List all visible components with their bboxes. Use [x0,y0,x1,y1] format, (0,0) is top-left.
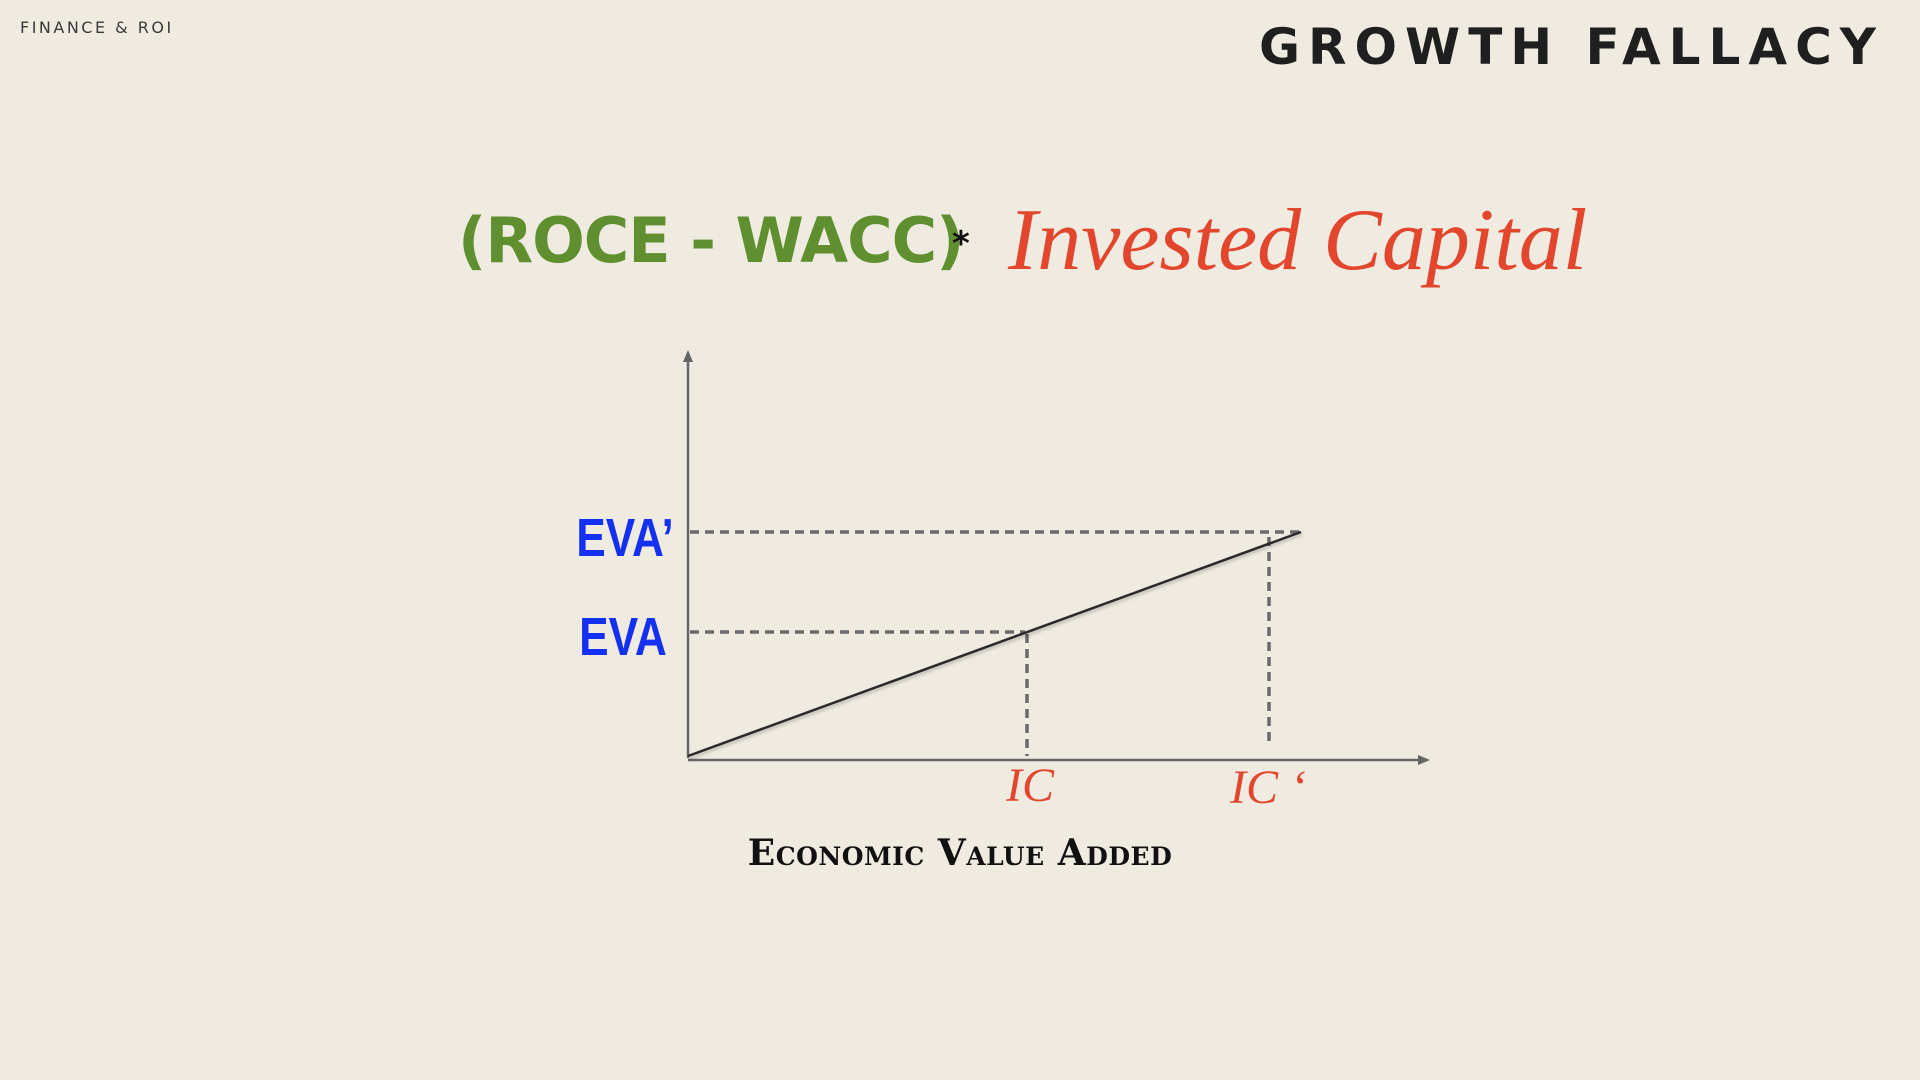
x-axis-arrow-icon [1418,755,1430,765]
formula-invested-capital: Invested Capital [1008,192,1588,289]
formula-spread: (ROCE - WACC) [458,204,964,277]
section-label: FINANCE & ROI [20,18,174,37]
formula-operator: * [952,224,970,264]
y-axis-arrow-icon [683,350,693,362]
eva-prime-label: EVA’ [576,508,674,568]
slide-title: GROWTH FALLACY [1259,18,1884,76]
ic-label: IC [1005,759,1055,812]
eva-label: EVA [579,607,667,667]
diagram-caption: Economic Value Added [747,832,1173,874]
eva-formula: (ROCE - WACC) * Invested Capital [0,190,1920,300]
eva-line [687,530,1302,758]
ic-prime-label: IC ‘ [1229,761,1306,814]
